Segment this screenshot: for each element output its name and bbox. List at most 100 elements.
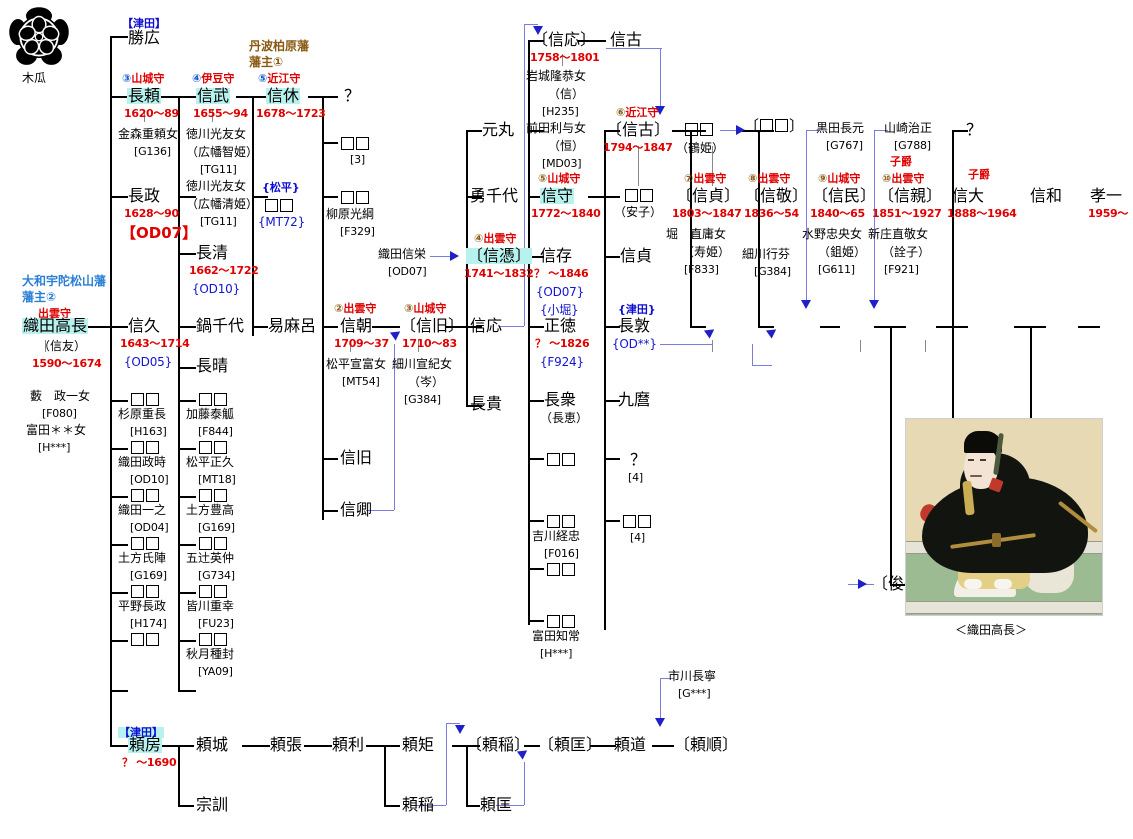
placeholder-box	[562, 563, 575, 576]
line	[672, 130, 690, 132]
line	[890, 584, 906, 586]
line	[590, 745, 616, 747]
dates-nobutake: 1655〜94	[193, 107, 248, 120]
spouse-box	[130, 584, 160, 600]
line	[528, 326, 544, 328]
spouse-nobuou-1: 岩城隆恭女	[526, 69, 587, 83]
line	[110, 448, 128, 450]
person-unknown-right: ？	[966, 120, 983, 139]
line	[178, 400, 196, 402]
spouse-nobutomo: 松平宣富女	[326, 357, 387, 371]
dates-nobuou: 1758〜1801	[530, 51, 600, 64]
portrait-eye	[980, 459, 986, 461]
person-yorishiro: 頼城	[196, 735, 229, 754]
person-yasumaro: 易麻呂	[268, 316, 317, 335]
spouse-code-takanaga-2: [H***]	[38, 441, 71, 454]
spouse-box	[198, 488, 228, 504]
rank-number: ⑨	[818, 172, 828, 185]
code-nagamasa: 【OD07】	[121, 224, 198, 242]
placeholder-box	[562, 453, 575, 466]
placeholder-box	[214, 537, 227, 550]
person-yorinori: 頼矩	[402, 735, 435, 754]
spouse-alt-nobutami: （鉏姫）	[818, 245, 867, 259]
spouse-nobusada-b: 堀 直庸女	[666, 227, 727, 241]
adopter-code-yamazaki: [G788]	[894, 139, 931, 152]
line-trunk-3	[252, 96, 254, 336]
person-nobukazu: 信和	[1030, 186, 1063, 205]
adoption-arrow	[455, 725, 465, 734]
line	[322, 142, 338, 144]
person-nobutomo: 信朝	[340, 316, 373, 335]
domain-label-tanba-2: 藩主①	[249, 55, 284, 69]
line	[384, 745, 400, 747]
rank-title-nobuyori: ④出雲守	[474, 233, 516, 244]
dates-nobutaka: 1836〜54	[744, 207, 799, 220]
spouse-code-nobusada-b: [F833]	[684, 263, 719, 276]
person-nobutami: 〔信民〕	[812, 186, 877, 205]
line	[178, 196, 196, 198]
rank-number: ⑩	[882, 172, 892, 185]
spouse-code: [G169]	[130, 569, 167, 582]
person-yorimichi: 頼道	[614, 735, 647, 754]
line	[528, 196, 544, 198]
spouse-name: 杉原重長	[118, 407, 167, 421]
line	[604, 130, 620, 132]
line	[252, 96, 268, 98]
adoption-line	[524, 762, 526, 805]
line	[384, 745, 386, 805]
line-trunk-10	[890, 326, 892, 584]
adoption-line	[752, 344, 754, 365]
official-title: 山城守	[547, 172, 581, 185]
placeholder-box	[199, 489, 212, 502]
spouse-name: 五辻英仲	[186, 551, 235, 565]
line	[528, 458, 544, 460]
line	[178, 690, 196, 692]
spouse-box	[198, 584, 228, 600]
line	[160, 96, 178, 98]
line	[372, 326, 400, 328]
rank-number: ⑥	[616, 106, 626, 119]
official-title: 近江守	[267, 72, 301, 85]
line-trunk-8	[690, 130, 692, 326]
code-nobuhisa: {OD05}	[124, 355, 173, 369]
spouse-nagayori-1: 金森重頼女	[118, 127, 179, 141]
peerage-nobuchika: 子爵	[890, 155, 912, 168]
dates-nobufuru-b: 1794〜1847	[603, 141, 673, 154]
person-nobuhisa-child: 信旧	[340, 448, 373, 467]
spouse-code-yanagihara: [F329]	[340, 225, 375, 238]
spouse-box	[198, 440, 228, 456]
adopter-code-oda-nobuhide: [OD07]	[388, 265, 427, 278]
person-nobumasa-child: 信応	[470, 316, 503, 335]
line	[322, 96, 338, 98]
placeholder-box	[199, 441, 212, 454]
adopter-oda-nobuhide: 織田信栄	[378, 247, 427, 261]
marriage-tick	[144, 110, 146, 122]
line	[604, 520, 620, 522]
person-nobuari: 信存	[540, 246, 573, 265]
official-title: 伊豆守	[201, 72, 235, 85]
placeholder-box	[547, 615, 560, 628]
person-oda-takanaga: 織田高長	[22, 316, 89, 335]
code-masanori: {F924}	[540, 355, 584, 369]
portrait-oda-takanaga	[905, 418, 1103, 616]
line	[466, 196, 482, 198]
adopter-kuroda: 黒田長元	[816, 121, 865, 135]
person-nobutake: 信武	[196, 86, 231, 105]
placeholder-box	[547, 563, 560, 576]
person-yorimasa-b: 〔頼匡〕	[538, 735, 603, 754]
official-title: 出雲守	[891, 172, 925, 185]
line	[322, 326, 338, 328]
spouse-nobutake-2b: （広幡清姫）	[186, 197, 259, 211]
spouse-nobutaka: 細川行芬	[742, 247, 791, 261]
rank-number: ④	[192, 72, 202, 85]
spouse-nobutami: 水野忠央女	[802, 227, 863, 241]
spouse-alt-nobuou-2: （恒）	[548, 139, 585, 153]
line	[304, 745, 332, 747]
alt-name-takanaga: （信友）	[38, 339, 87, 353]
placeholder-box	[146, 585, 159, 598]
count-code-4a: [4]	[628, 471, 643, 484]
spouse-code-nobutake-1: [TG11]	[200, 163, 237, 176]
placeholder-box	[146, 393, 159, 406]
spouse-takanaga-1: 藪 政一女	[30, 389, 91, 403]
